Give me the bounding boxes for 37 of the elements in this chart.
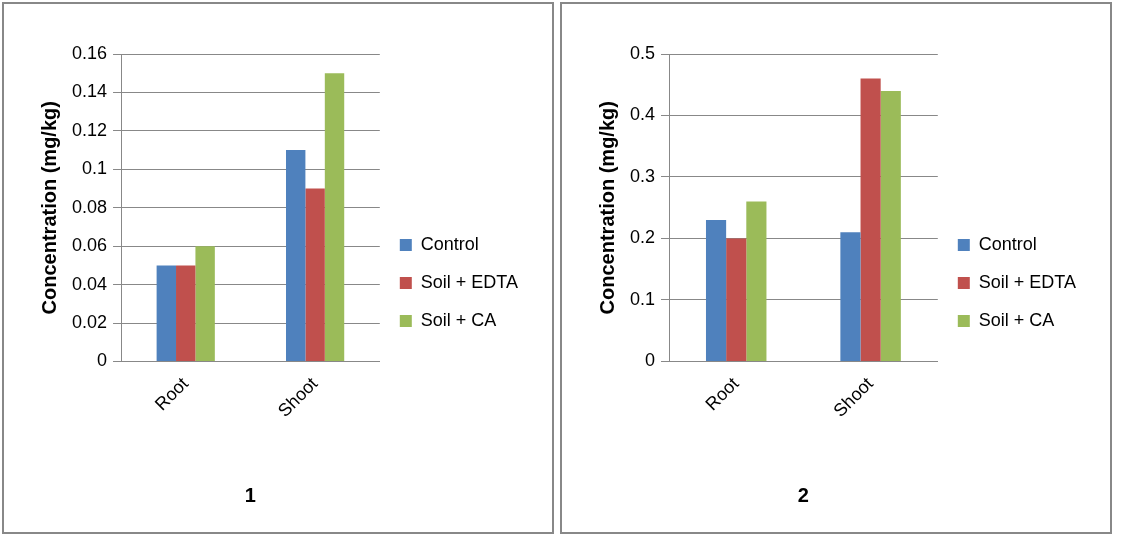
y-axis-title: Concentration (mg/kg) (37, 101, 60, 315)
y-tick-label: 0.04 (71, 273, 108, 294)
bar (726, 238, 747, 361)
legend-label: Control (978, 233, 1037, 254)
legend-label: Soil + EDTA (978, 271, 1076, 292)
y-tick-label: 0.3 (629, 165, 656, 186)
x-axis-title: 2 (797, 483, 809, 506)
legend-label: Control (420, 233, 479, 254)
legend-label: Soil + EDTA (420, 271, 518, 292)
y-tick-label: 0.14 (71, 81, 108, 102)
y-tick-label: 0.4 (629, 104, 656, 125)
y-tick-label: 0.12 (71, 119, 108, 140)
legend-label: Soil + CA (978, 309, 1055, 330)
y-axis-title: Concentration (mg/kg) (595, 101, 618, 315)
bar (324, 73, 345, 361)
bar (305, 188, 325, 361)
y-tick-label: 0.02 (71, 312, 108, 332)
y-tick-label: 0.2 (629, 227, 656, 248)
y-tick-label: 0.06 (71, 235, 108, 256)
legend-label: Soil + CA (420, 309, 497, 330)
x-axis-title: 1 (244, 483, 256, 506)
y-tick-label: 0 (97, 350, 108, 371)
bar (156, 265, 177, 361)
bar (860, 78, 881, 361)
bar (880, 90, 901, 361)
y-tick-label: 0.16 (71, 42, 108, 63)
bar (840, 232, 861, 361)
y-tick-label: 0.08 (71, 196, 108, 217)
y-tick-label: 0.1 (629, 288, 656, 309)
bar (195, 246, 215, 361)
y-tick-label: 0.1 (82, 158, 108, 179)
y-tick-label: 0 (645, 350, 656, 371)
bar (705, 220, 727, 361)
y-tick-label: 0.5 (629, 42, 656, 63)
bar (286, 150, 306, 361)
bar (746, 201, 767, 361)
bar (176, 265, 196, 361)
